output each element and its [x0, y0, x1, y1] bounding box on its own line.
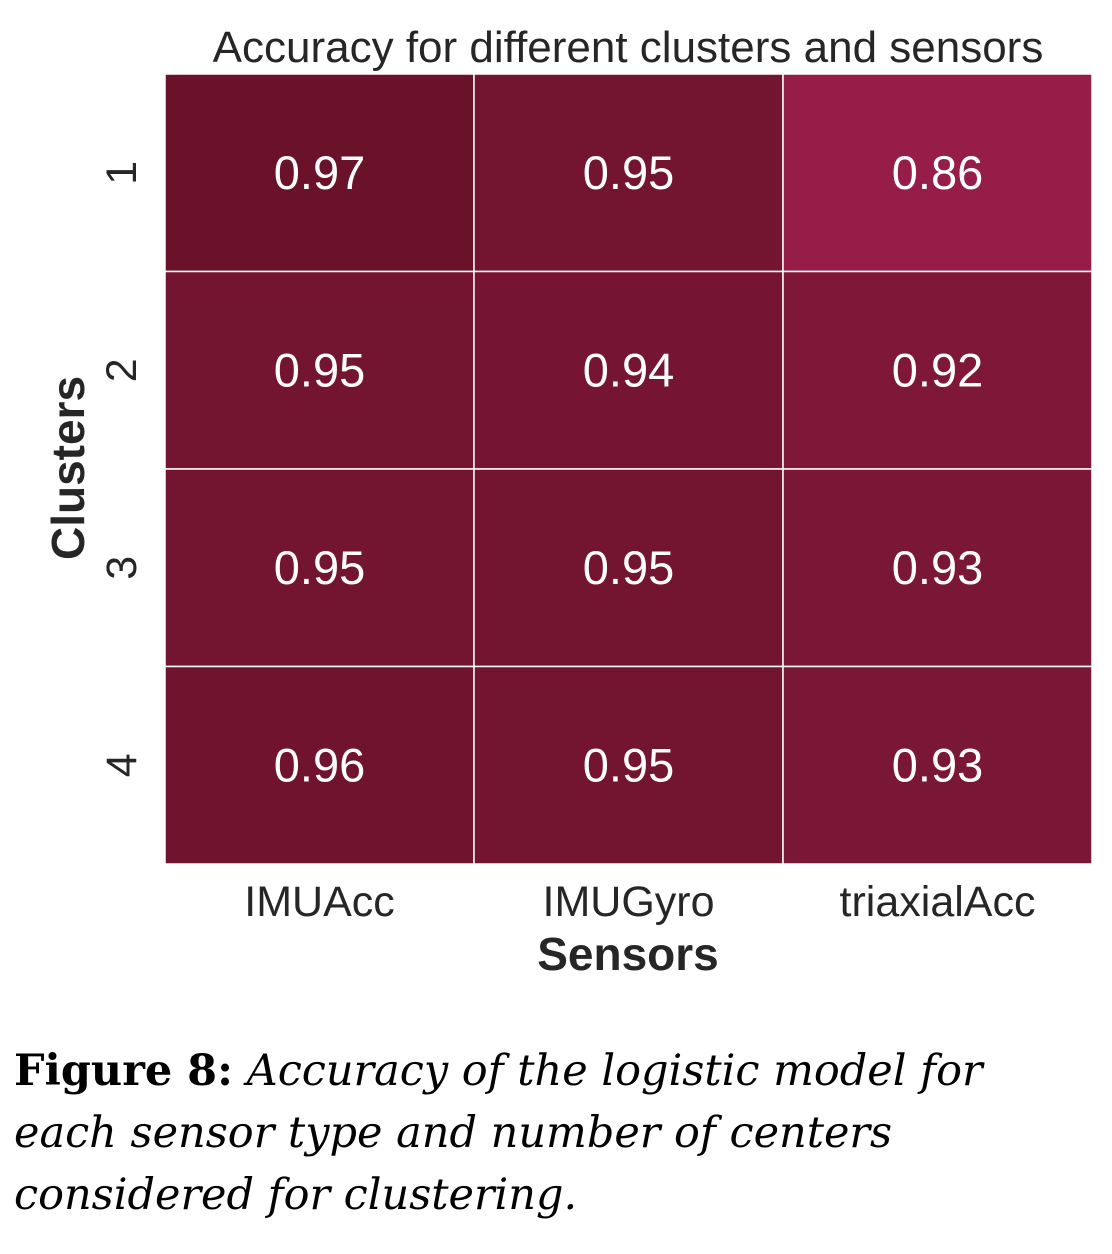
y-tick-label: 3 — [98, 556, 146, 580]
y-tick-label: 1 — [98, 161, 146, 185]
cell-value-label: 0.95 — [583, 541, 674, 594]
heatmap-cell — [164, 270, 475, 470]
cell-value-label: 0.97 — [274, 146, 365, 199]
cell-value-label: 0.96 — [274, 738, 365, 791]
cell-value-label: 0.93 — [892, 541, 983, 594]
x-tick-label: IMUAcc — [244, 878, 395, 926]
figure-label: Figure 8: — [14, 1046, 233, 1096]
figure-caption: Figure 8: Accuracy of the logistic model… — [14, 1040, 1099, 1226]
cell-value-label: 0.86 — [892, 146, 983, 199]
heatmap-cell — [473, 270, 784, 470]
y-tick-label: 2 — [98, 358, 146, 382]
cell-value-label: 0.93 — [892, 738, 983, 791]
chart-title: Accuracy for different clusters and sens… — [213, 23, 1044, 72]
heatmap-cell — [473, 73, 784, 273]
x-tick-labels: IMUAcc IMUGyro triaxialAcc — [244, 878, 1035, 926]
x-tick-label: IMUGyro — [543, 878, 715, 926]
heatmap-cell — [164, 73, 475, 273]
y-tick-labels: 1 2 3 4 — [98, 161, 146, 777]
x-tick-label: triaxialAcc — [840, 878, 1036, 926]
heatmap-chart: Accuracy for different clusters and sens… — [42, 23, 1093, 980]
cell-value-label: 0.95 — [583, 738, 674, 791]
heatmap-cell — [473, 468, 784, 668]
cell-value-label: 0.95 — [583, 146, 674, 199]
heatmap-cell — [164, 665, 475, 865]
heatmap-cell — [782, 665, 1093, 865]
heatmap-value-labels: 0.97 0.95 0.86 0.95 0.94 0.92 0.95 0.95 0.93 0.96… — [274, 146, 983, 792]
heatmap-cell — [782, 270, 1093, 470]
x-axis-label: Sensors — [537, 928, 719, 980]
cell-value-label: 0.95 — [274, 343, 365, 396]
cell-value-label: 0.94 — [583, 343, 674, 396]
y-tick-label: 4 — [98, 753, 146, 777]
heatmap-cell — [164, 468, 475, 668]
heatmap-cell — [782, 73, 1093, 273]
cell-value-label: 0.95 — [274, 541, 365, 594]
heatmap-cells — [164, 73, 1093, 865]
y-axis-label: Clusters — [42, 376, 94, 560]
figure-caption-text: Accuracy of the logistic model for each … — [14, 1046, 983, 1220]
cell-value-label: 0.92 — [892, 343, 983, 396]
